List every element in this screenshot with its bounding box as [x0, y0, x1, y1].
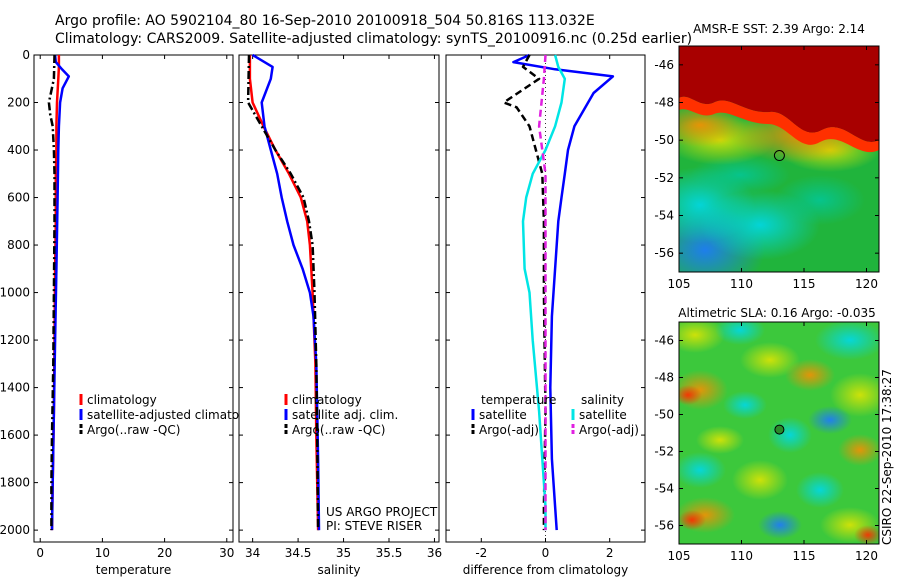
sst-latitude-label: -46	[654, 58, 674, 72]
sla-map-title: Altimetric SLA: 0.16 Argo: -0.035	[678, 306, 875, 320]
temperature-xtick-label: 10	[95, 546, 110, 560]
difference-legend-label: Argo(-adj)	[579, 423, 639, 437]
sla-argo-location-marker	[774, 424, 785, 435]
sla-latitude-label: -48	[654, 371, 674, 385]
temperature-xtick-label: 20	[157, 546, 172, 560]
salinity-profile-panel: 34 34.5 35 35.5 36 salinity climatologysatelli…	[238, 53, 442, 577]
salinity-plot-frame	[238, 54, 440, 543]
salinity-xtick-label: 34.5	[285, 546, 312, 560]
depth-tick-label: 2000	[0, 523, 30, 537]
difference-xlabel: difference from climatology	[463, 563, 629, 577]
sla-latitude-label: -56	[654, 519, 674, 533]
salinity-legend-label: climatology	[292, 393, 362, 407]
depth-tick-label: 1000	[0, 286, 30, 300]
sla-latitude-label: -50	[654, 408, 674, 422]
depth-tick-label: 0	[22, 48, 30, 62]
sla-latitude-label: -46	[654, 334, 674, 348]
salinity-annotation: PI: STEVE RISER	[326, 519, 422, 533]
salinity-annotation: US ARGO PROJECT	[326, 505, 438, 519]
side-timestamp-label: CSIRO 22-Sep-2010 17:38:27	[880, 369, 894, 545]
temperature-xlabel: temperature	[96, 563, 171, 577]
sla-longitude-label: 115	[793, 549, 816, 563]
difference-xtick-label: 0	[542, 546, 550, 560]
depth-tick-label: 600	[7, 191, 30, 205]
salinity-xtick-label: 36	[427, 546, 442, 560]
difference-legend-group-title: temperature	[481, 393, 556, 407]
sst-latitude-label: -52	[654, 171, 674, 185]
salinity-xtick-label: 35.5	[376, 546, 403, 560]
sst-longitude-label: 115	[793, 277, 816, 291]
depth-tick-label: 1400	[0, 381, 30, 395]
difference-series-line	[512, 53, 615, 531]
salinity-legend-label: satellite adj. clim.	[292, 408, 398, 422]
sst-longitude-label: 120	[855, 277, 878, 291]
difference-xtick-label: 2	[606, 546, 614, 560]
figure-title: Argo profile: AO 5902104_80 16-Sep-2010 …	[55, 13, 595, 29]
difference-series-line	[537, 54, 547, 531]
sla-map-axes: -46 -48 -50 -52 -54 -56 105 110 115 120	[654, 322, 879, 563]
sst-map-title: AMSR-E SST: 2.39 Argo: 2.14	[693, 22, 865, 36]
sst-map-frame	[678, 45, 880, 273]
temperature-legend-label: Argo(..raw -QC)	[87, 423, 180, 437]
difference-legend-group-title: salinity	[581, 393, 624, 407]
figure-subtitle: Climatology: CARS2009. Satellite-adjuste…	[55, 31, 692, 47]
sla-latitude-label: -54	[654, 482, 674, 496]
difference-series-line	[521, 54, 567, 531]
temperature-plot-frame	[33, 54, 234, 543]
sst-latitude-label: -50	[654, 133, 674, 147]
sst-heatmap	[679, 46, 879, 272]
salinity-series-line	[246, 54, 320, 531]
sla-longitude-label: 110	[730, 549, 753, 563]
sla-latitude-label: -52	[654, 445, 674, 459]
sst-latitude-label: -54	[654, 209, 674, 223]
sla-map-panel: Altimetric SLA: 0.16 Argo: -0.035	[654, 306, 880, 563]
sst-latitude-label: -48	[654, 96, 674, 110]
depth-tick-label: 1200	[0, 333, 30, 347]
sla-map-frame	[678, 321, 880, 545]
temperature-series-line	[50, 54, 71, 531]
depth-tick-label: 400	[7, 143, 30, 157]
sst-latitude-label: -56	[654, 246, 674, 260]
salinity-xtick-label: 34	[245, 546, 260, 560]
temperature-legend-label: climatology	[87, 393, 157, 407]
temperature-profile-panel: 0 200 400 600 800 1000 1200 1400 1600 1800 2000 0 10…	[0, 48, 265, 577]
depth-tick-label: 200	[7, 96, 30, 110]
salinity-xtick-label: 35	[336, 546, 351, 560]
depth-tick-label: 1600	[0, 428, 30, 442]
sst-argo-location-marker	[773, 150, 785, 162]
sst-longitude-label: 105	[668, 277, 691, 291]
sla-longitude-label: 105	[668, 549, 691, 563]
difference-profile-panel: -2 0 2 difference from climatology temperatu…	[445, 53, 646, 577]
depth-tick-label: 1800	[0, 476, 30, 490]
depth-tick-label: 800	[7, 238, 30, 252]
salinity-xlabel: salinity	[317, 563, 360, 577]
sst-map-panel: AMSR-E SST: 2.39 Argo: 2.14 -46 -48 -50 -52…	[654, 22, 880, 291]
salinity-legend-label: Argo(..raw -QC)	[292, 423, 385, 437]
sst-longitude-label: 110	[730, 277, 753, 291]
sla-longitude-label: 120	[855, 549, 878, 563]
difference-legend-label: satellite	[479, 408, 527, 422]
temperature-xtick-label: 0	[36, 546, 44, 560]
difference-xtick-label: -2	[475, 546, 487, 560]
temperature-xtick-label: 30	[219, 546, 234, 560]
difference-legend-label: Argo(-adj)	[479, 423, 539, 437]
temperature-series-line	[47, 54, 56, 531]
sst-map-axes: -46 -48 -50 -52 -54 -56 105 110 115 120	[654, 46, 879, 291]
difference-legend-label: satellite	[579, 408, 627, 422]
temperature-legend-label: satellite-adjusted climatology	[87, 408, 265, 422]
